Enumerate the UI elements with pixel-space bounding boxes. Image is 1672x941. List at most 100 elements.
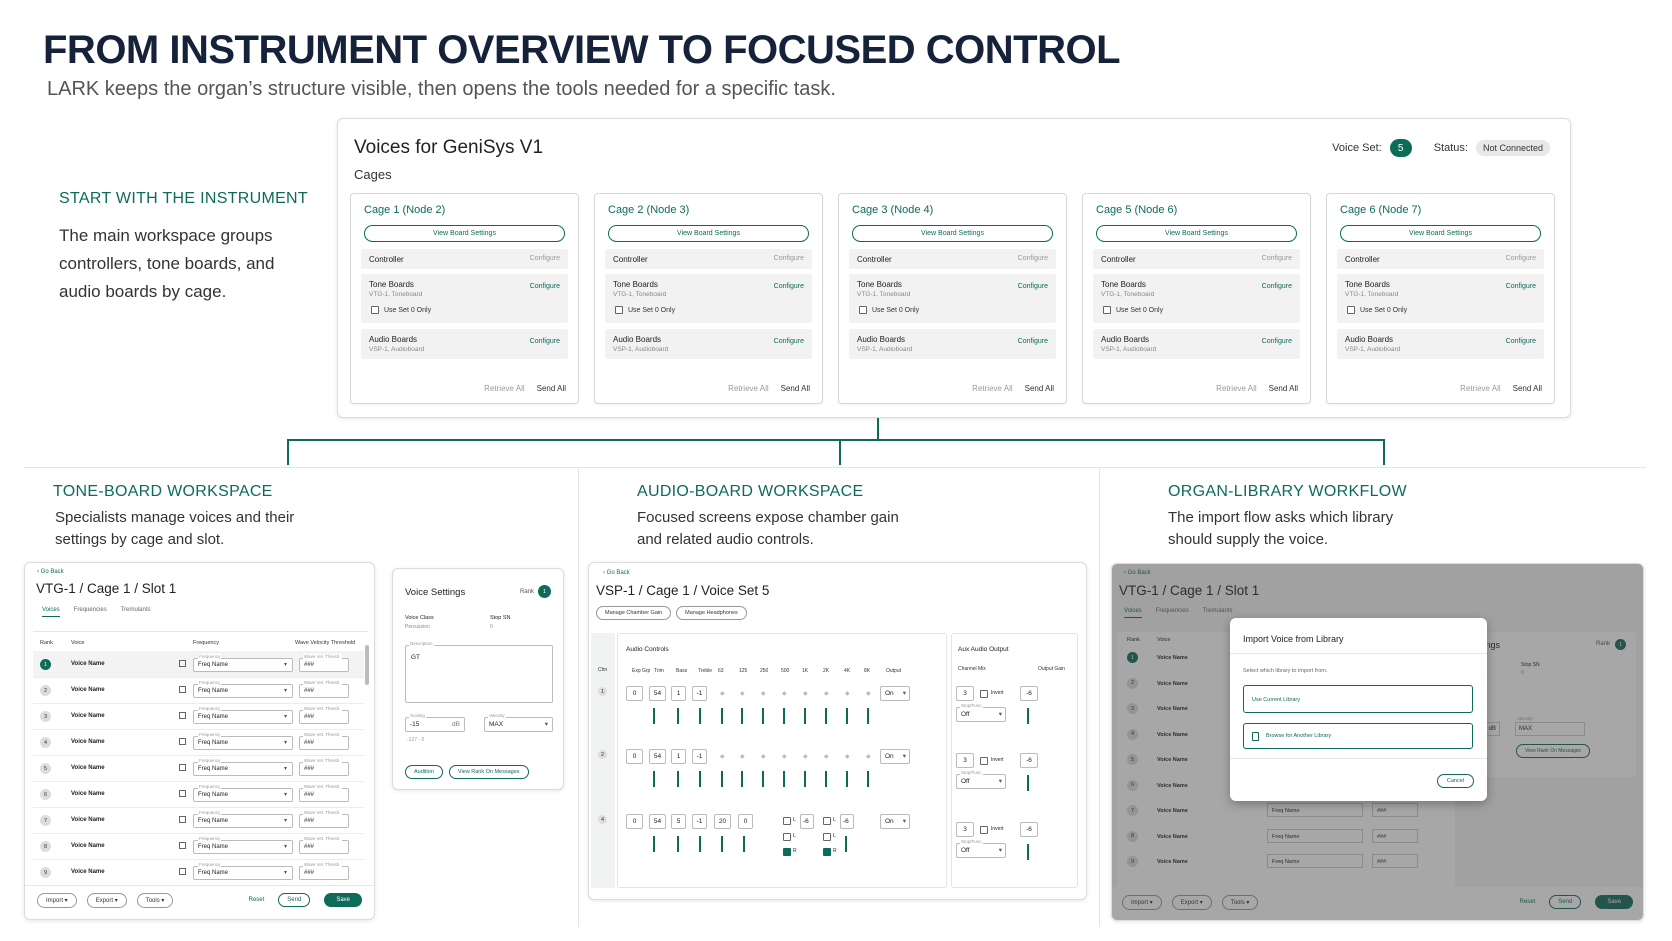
output-select[interactable]: On ▾ — [880, 686, 910, 701]
audition-button[interactable]: Audition — [405, 765, 443, 779]
fader-handle[interactable] — [867, 708, 869, 724]
send-button[interactable]: Send — [1549, 895, 1582, 909]
wave-threshold-input[interactable]: Wave Vel. Thresh. ### — [299, 706, 349, 724]
save-button[interactable]: Save — [1595, 895, 1633, 909]
fader-handle[interactable] — [677, 836, 679, 852]
export-button[interactable]: Export ▾ — [1171, 895, 1212, 910]
fader-handle[interactable] — [845, 836, 847, 852]
grid-icon[interactable] — [179, 816, 186, 823]
retrieve-all-button[interactable]: Retrieve All — [484, 384, 525, 393]
audio-value-input[interactable]: 0 — [738, 814, 753, 829]
grid-icon[interactable] — [179, 764, 186, 771]
lr-value[interactable]: -6 — [800, 814, 814, 829]
audio-value-input[interactable]: 0 — [626, 749, 643, 764]
send-all-button[interactable]: Send All — [780, 384, 810, 393]
fader-handle[interactable] — [699, 836, 701, 852]
fader-handle[interactable] — [846, 771, 848, 787]
wave-threshold-input[interactable]: Wave Vel. Thresh. ### — [299, 784, 349, 802]
frequency-select[interactable]: Frequency Freq Name — [193, 654, 293, 672]
audio-boards-configure[interactable]: Configure — [1505, 338, 1536, 345]
output-select[interactable]: On ▾ — [880, 749, 910, 764]
audio-value-input[interactable]: 54 — [649, 814, 666, 829]
lr-value[interactable]: -6 — [840, 814, 854, 829]
invert-checkbox[interactable] — [980, 826, 988, 834]
cancel-button[interactable]: Cancel — [1436, 774, 1474, 788]
audio-value-input[interactable]: -1 — [692, 686, 707, 701]
fader-handle[interactable] — [741, 708, 743, 724]
fader-handle[interactable] — [677, 771, 679, 787]
channel-mix-input[interactable]: 3 — [956, 686, 974, 701]
tone-boards-configure[interactable]: Configure — [1261, 283, 1292, 290]
wave-threshold-input[interactable]: Wave Vel. Thresh. ### — [299, 732, 349, 750]
fader-handle[interactable] — [653, 771, 655, 787]
audio-value-input[interactable]: 1 — [671, 686, 686, 701]
fader-handle[interactable] — [721, 771, 723, 787]
frequency-select[interactable]: Frequency Freq Name — [193, 810, 293, 828]
tools-button[interactable]: Tools ▾ — [1221, 895, 1259, 910]
audio-value-input[interactable]: 0 — [626, 814, 643, 829]
stop-func-select[interactable]: Stop/Func Off ▾ — [956, 703, 1006, 722]
grid-icon[interactable] — [179, 686, 186, 693]
audio-value-input[interactable]: 54 — [649, 749, 666, 764]
send-all-button[interactable]: Send All — [1268, 384, 1298, 393]
use-set-checkbox[interactable]: Use Set 0 Only — [1347, 306, 1407, 314]
grid-icon[interactable] — [179, 868, 186, 875]
channel-mix-input[interactable]: 3 — [956, 822, 974, 837]
fader-handle[interactable] — [721, 836, 723, 852]
use-set-checkbox[interactable]: Use Set 0 Only — [1103, 306, 1163, 314]
frequency-select[interactable]: Frequency Freq Name — [193, 706, 293, 724]
retrieve-all-button[interactable]: Retrieve All — [728, 384, 769, 393]
frequency-select[interactable]: Frequency Freq Name — [193, 836, 293, 854]
tone-boards-configure[interactable]: Configure — [1505, 283, 1536, 290]
import-button[interactable]: Import ▾ — [1122, 895, 1162, 910]
view-board-settings-button[interactable]: View Board Settings — [852, 225, 1053, 242]
grid-icon[interactable] — [179, 790, 186, 797]
send-button[interactable]: Send — [278, 893, 311, 907]
table-row[interactable]: 4 Voice Name Frequency Freq Name Wave Vel. T… — [33, 729, 364, 756]
frequency-select[interactable]: Frequency Freq Name — [193, 758, 293, 776]
l-checkbox[interactable] — [783, 833, 791, 841]
checkbox[interactable] — [1347, 306, 1355, 314]
retrieve-all-button[interactable]: Retrieve All — [1216, 384, 1257, 393]
fader-handle[interactable] — [804, 771, 806, 787]
output-gain-input[interactable]: -6 — [1020, 753, 1038, 768]
audio-value-input[interactable]: 5 — [671, 814, 686, 829]
use-set-checkbox[interactable]: Use Set 0 Only — [371, 306, 431, 314]
send-all-button[interactable]: Send All — [536, 384, 566, 393]
wave-threshold-input[interactable]: Wave Vel. Thresh. ### — [299, 758, 349, 776]
view-board-settings-button[interactable]: View Board Settings — [1096, 225, 1297, 242]
fader-handle[interactable] — [783, 771, 785, 787]
r-checkbox[interactable] — [823, 848, 831, 856]
scrollbar[interactable] — [365, 645, 369, 685]
audio-value-input[interactable]: -1 — [692, 749, 707, 764]
tone-boards-configure[interactable]: Configure — [1017, 283, 1048, 290]
send-all-button[interactable]: Send All — [1024, 384, 1054, 393]
view-board-settings-button[interactable]: View Board Settings — [364, 225, 565, 242]
fader-handle[interactable] — [867, 771, 869, 787]
retrieve-all-button[interactable]: Retrieve All — [972, 384, 1013, 393]
view-board-settings-button[interactable]: View Board Settings — [1340, 225, 1541, 242]
wave-threshold-input[interactable]: Wave Vel. Thresh. ### — [299, 680, 349, 698]
tab-tremulants[interactable]: Tremulants — [1202, 608, 1233, 614]
fader-handle[interactable] — [1027, 708, 1029, 724]
output-gain-input[interactable]: -6 — [1020, 822, 1038, 837]
table-row[interactable]: 6 Voice Name Frequency Freq Name Wave Vel. T… — [33, 781, 364, 808]
stop-func-select[interactable]: Stop/Func Off ▾ — [956, 770, 1006, 789]
reset-button[interactable]: Reset — [1519, 899, 1536, 905]
table-row[interactable]: 5 Voice Name Frequency Freq Name Wave Vel. T… — [33, 755, 364, 782]
output-select[interactable]: On ▾ — [880, 814, 910, 829]
audio-boards-configure[interactable]: Configure — [1261, 338, 1292, 345]
checkbox[interactable] — [371, 306, 379, 314]
audio-boards-configure[interactable]: Configure — [529, 338, 560, 345]
table-row[interactable]: 2 Voice Name Frequency Freq Name Wave Vel. T… — [33, 677, 364, 704]
manage-headphones-button[interactable]: Manage Headphones — [676, 606, 747, 620]
fader-handle[interactable] — [677, 708, 679, 724]
tab-voices[interactable]: Voices — [42, 607, 60, 617]
retrieve-all-button[interactable]: Retrieve All — [1460, 384, 1501, 393]
table-row[interactable]: 7 Voice Name Frequency Freq Name Wave Vel. T… — [33, 807, 364, 834]
audio-value-input[interactable]: 20 — [714, 814, 731, 829]
invert-checkbox[interactable] — [980, 757, 988, 765]
voice-set-badge[interactable]: 5 — [1389, 139, 1412, 157]
fader-handle[interactable] — [846, 708, 848, 724]
fader-handle[interactable] — [1027, 775, 1029, 791]
